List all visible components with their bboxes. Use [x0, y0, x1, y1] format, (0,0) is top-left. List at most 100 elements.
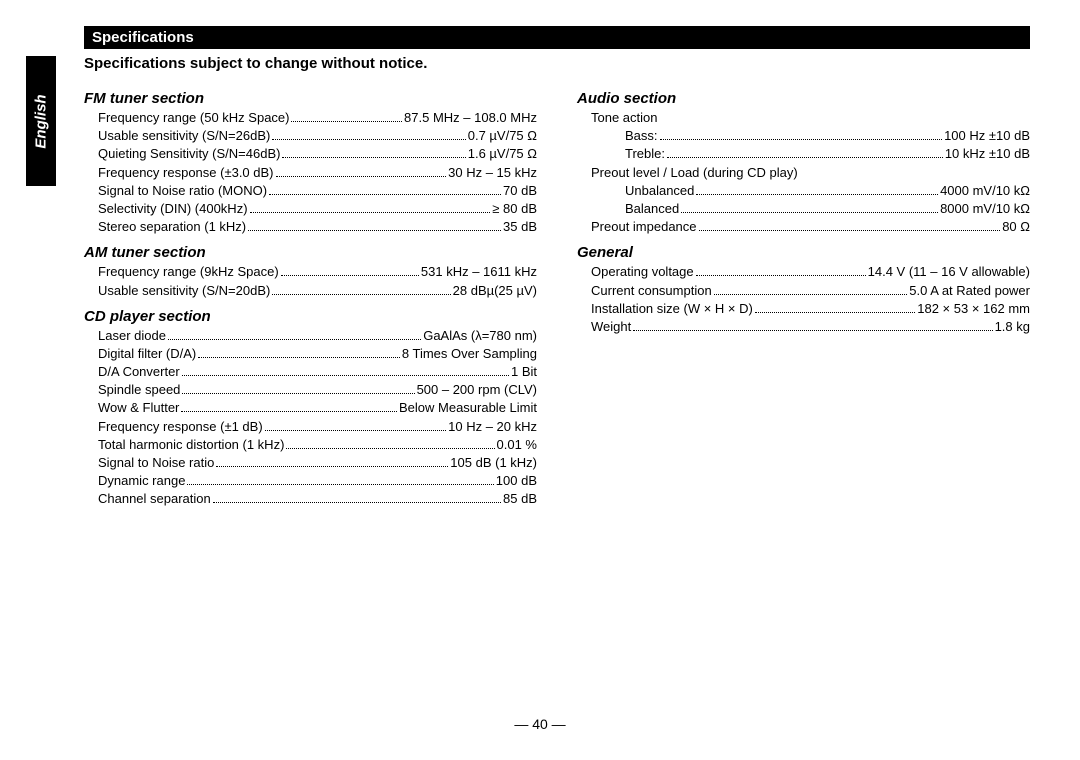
spec-label: D/A Converter — [98, 363, 180, 381]
page-subheader: Specifications subject to change without… — [84, 55, 1030, 72]
spec-row: Dynamic range100 dB — [84, 472, 537, 490]
language-tab-label: English — [33, 94, 50, 148]
leader-dots — [248, 230, 501, 231]
leader-dots — [276, 176, 447, 177]
leader-dots — [696, 275, 866, 276]
spec-label: Signal to Noise ratio (MONO) — [98, 182, 267, 200]
spec-columns: FM tuner section Frequency range (50 kHz … — [84, 82, 1030, 509]
left-column: FM tuner section Frequency range (50 kHz … — [84, 82, 537, 509]
leader-dots — [213, 502, 501, 503]
section-title: Audio section — [577, 90, 1030, 107]
spec-value: GaAlAs (λ=780 nm) — [423, 327, 537, 345]
leader-dots — [250, 212, 491, 213]
spec-label: Frequency range (9kHz Space) — [98, 263, 279, 281]
leader-dots — [291, 121, 402, 122]
spec-row: Current consumption 5.0 A at Rated power — [577, 282, 1030, 300]
spec-label: Bass: — [625, 127, 658, 145]
language-tab: English — [26, 56, 56, 186]
leader-dots — [269, 194, 501, 195]
leader-dots — [182, 375, 509, 376]
spec-label: Selectivity (DIN) (400kHz) — [98, 200, 248, 218]
spec-label: Total harmonic distortion (1 kHz) — [98, 436, 284, 454]
spec-value: 70 dB — [503, 182, 537, 200]
section-title: FM tuner section — [84, 90, 537, 107]
spec-value: 4000 mV/10 kΩ — [940, 182, 1030, 200]
leader-dots — [282, 157, 465, 158]
leader-dots — [286, 448, 494, 449]
spec-label: Unbalanced — [625, 182, 694, 200]
spec-row: Total harmonic distortion (1 kHz)0.01 % — [84, 436, 537, 454]
spec-value: 80 Ω — [1002, 218, 1030, 236]
spec-row: Preout level / Load (during CD play) — [577, 164, 1030, 182]
spec-label: Balanced — [625, 200, 679, 218]
spec-value: 5.0 A at Rated power — [909, 282, 1030, 300]
section-title: AM tuner section — [84, 244, 537, 261]
spec-label: Installation size (W × H × D) — [591, 300, 753, 318]
spec-row: Unbalanced 4000 mV/10 kΩ — [577, 182, 1030, 200]
leader-dots — [696, 194, 938, 195]
leader-dots — [281, 275, 419, 276]
spec-label: Preout impedance — [591, 218, 697, 236]
spec-label: Laser diode — [98, 327, 166, 345]
leader-dots — [660, 139, 943, 140]
page-number: — 40 — — [0, 716, 1080, 732]
leader-dots — [181, 411, 397, 412]
spec-label: Digital filter (D/A) — [98, 345, 196, 363]
leader-dots — [699, 230, 1001, 231]
spec-row: Signal to Noise ratio (MONO) 70 dB — [84, 182, 537, 200]
spec-value: 8 Times Over Sampling — [402, 345, 537, 363]
spec-value: ≥ 80 dB — [492, 200, 537, 218]
spec-value: 14.4 V (11 – 16 V allowable) — [868, 263, 1030, 281]
section-title: CD player section — [84, 308, 537, 325]
page-header: Specifications — [84, 26, 1030, 49]
spec-value: 1.6 µV/75 Ω — [468, 145, 537, 163]
spec-row: Weight1.8 kg — [577, 318, 1030, 336]
spec-row: Bass:100 Hz ±10 dB — [577, 127, 1030, 145]
spec-row: Frequency response (±3.0 dB) 30 Hz – 15 k… — [84, 164, 537, 182]
spec-row: Digital filter (D/A) 8 Times Over Samplin… — [84, 345, 537, 363]
spec-row: Frequency range (50 kHz Space)87.5 MHz –… — [84, 109, 537, 127]
spec-value: 1 Bit — [511, 363, 537, 381]
spec-row: Wow & Flutter Below Measurable Limit — [84, 399, 537, 417]
spec-label: Operating voltage — [591, 263, 694, 281]
spec-row: Tone action — [577, 109, 1030, 127]
spec-value: 182 × 53 × 162 mm — [917, 300, 1030, 318]
spec-label: Quieting Sensitivity (S/N=46dB) — [98, 145, 280, 163]
spec-row: Balanced 8000 mV/10 kΩ — [577, 200, 1030, 218]
spec-value: 8000 mV/10 kΩ — [940, 200, 1030, 218]
spec-value: 28 dBµ(25 µV) — [453, 282, 537, 300]
spec-label: Wow & Flutter — [98, 399, 179, 417]
spec-value: Below Measurable Limit — [399, 399, 537, 417]
leader-dots — [265, 430, 446, 431]
spec-row: Channel separation85 dB — [84, 490, 537, 508]
spec-label: Tone action — [591, 109, 658, 127]
spec-label: Stereo separation (1 kHz) — [98, 218, 246, 236]
spec-label: Current consumption — [591, 282, 712, 300]
spec-label: Usable sensitivity (S/N=20dB) — [98, 282, 270, 300]
spec-label: Usable sensitivity (S/N=26dB) — [98, 127, 270, 145]
spec-row: Signal to Noise ratio105 dB (1 kHz) — [84, 454, 537, 472]
spec-row: Stereo separation (1 kHz)35 dB — [84, 218, 537, 236]
spec-row: Operating voltage 14.4 V (11 – 16 V allow… — [577, 263, 1030, 281]
spec-value: 0.7 µV/75 Ω — [468, 127, 537, 145]
spec-value: 85 dB — [503, 490, 537, 508]
leader-dots — [714, 294, 908, 295]
spec-row: Treble:10 kHz ±10 dB — [577, 145, 1030, 163]
spec-value: 500 – 200 rpm (CLV) — [417, 381, 537, 399]
spec-value: 87.5 MHz – 108.0 MHz — [404, 109, 537, 127]
spec-value: 531 kHz – 1611 kHz — [421, 263, 537, 281]
leader-dots — [272, 139, 465, 140]
spec-row: Frequency response (±1 dB)10 Hz – 20 kHz — [84, 418, 537, 436]
spec-label: Spindle speed — [98, 381, 180, 399]
leader-dots — [633, 330, 992, 331]
spec-value: 10 Hz – 20 kHz — [448, 418, 537, 436]
section-title: General — [577, 244, 1030, 261]
spec-label: Frequency response (±3.0 dB) — [98, 164, 274, 182]
spec-row: Quieting Sensitivity (S/N=46dB) 1.6 µV/75… — [84, 145, 537, 163]
spec-row: Selectivity (DIN) (400kHz) ≥ 80 dB — [84, 200, 537, 218]
spec-row: Preout impedance 80 Ω — [577, 218, 1030, 236]
spec-value: 10 kHz ±10 dB — [945, 145, 1030, 163]
spec-value: 30 Hz – 15 kHz — [448, 164, 537, 182]
leader-dots — [168, 339, 421, 340]
spec-value: 105 dB (1 kHz) — [450, 454, 537, 472]
